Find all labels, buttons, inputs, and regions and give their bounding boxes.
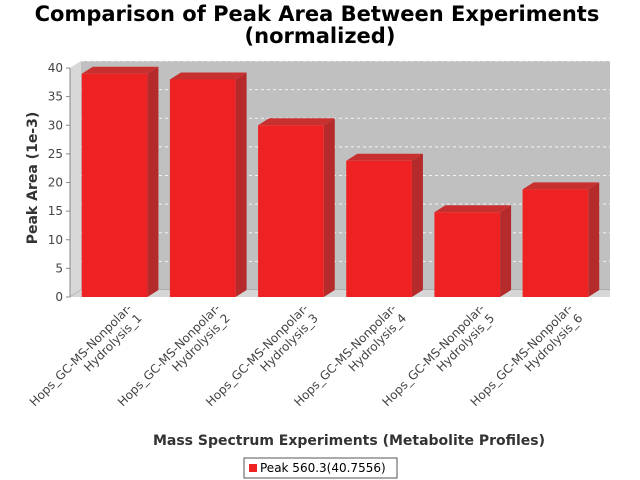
legend-entry: Peak 560.3(40.7556)	[260, 461, 386, 475]
bar-top	[522, 182, 600, 190]
bar-front	[81, 73, 148, 297]
y-tick-label: 15	[48, 204, 63, 218]
bar-side	[323, 118, 335, 297]
legend-box	[243, 457, 398, 479]
bars	[81, 66, 600, 297]
bar-side	[147, 66, 159, 297]
y-tick-label: 25	[48, 147, 63, 161]
bar-top	[81, 66, 159, 74]
bar	[169, 72, 247, 297]
bar-top	[258, 118, 335, 126]
x-axis-label: Mass Spectrum Experiments (Metabolite Pr…	[153, 433, 545, 449]
bar-side	[235, 72, 247, 297]
bar	[258, 118, 335, 297]
bar-side	[411, 153, 423, 297]
legend: Peak 560.3(40.7556)	[243, 457, 398, 479]
chart-title-line2: (normalized)	[245, 24, 396, 48]
legend-swatch	[249, 464, 257, 472]
bar-front	[522, 189, 589, 297]
bar-side	[588, 182, 600, 297]
y-tick-label: 5	[55, 261, 63, 275]
y-tick-label: 10	[48, 233, 63, 247]
y-axis-label: Peak Area (1e-3)	[25, 112, 41, 245]
x-category-label-line1: Hops_GC-MS-Nonpolar-	[27, 301, 135, 409]
bar	[81, 66, 159, 297]
bar-front	[258, 125, 324, 297]
y-axis-ticks: 0 5 10 15 20 25 30 35 40	[48, 61, 71, 304]
bar-top	[346, 153, 423, 161]
chart-title-line1: Comparison of Peak Area Between Experime…	[35, 2, 600, 26]
bar-front	[346, 160, 412, 297]
bar	[434, 205, 512, 297]
plot-area	[69, 60, 610, 298]
bar-side	[500, 205, 512, 297]
y-tick-label: 35	[48, 90, 63, 104]
bar-top	[434, 205, 512, 213]
y-tick-label: 40	[48, 61, 63, 75]
bar-front	[434, 212, 501, 297]
bar-top	[169, 72, 247, 80]
bar	[346, 153, 423, 297]
plot-left-wall	[70, 61, 81, 297]
y-tick-label: 0	[55, 290, 63, 304]
bar	[522, 182, 600, 297]
bar-front	[169, 79, 236, 297]
x-axis-categories: Hops_GC-MS-Nonpolar-Hydrolysis_1Hops_GC-…	[27, 301, 586, 409]
y-tick-label: 20	[48, 176, 63, 190]
y-tick-label: 30	[48, 118, 63, 132]
